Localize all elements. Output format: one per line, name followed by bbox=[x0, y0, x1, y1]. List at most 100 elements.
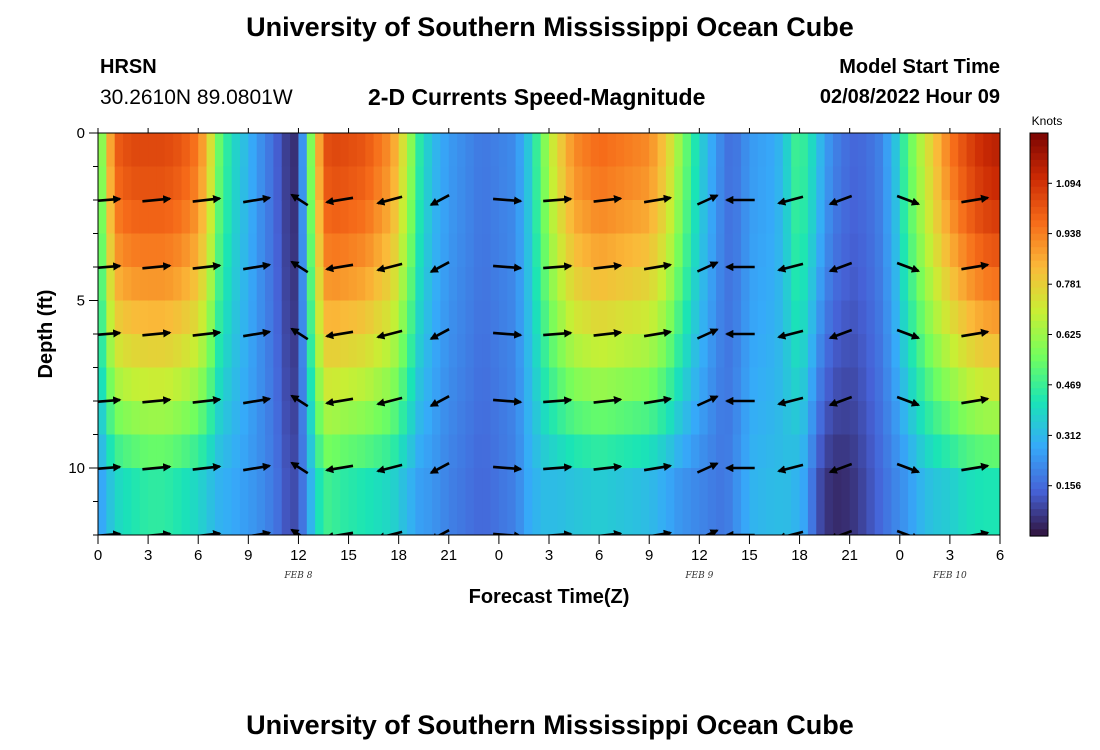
chart-title: 2-D Currents Speed-Magnitude bbox=[368, 84, 706, 110]
heatmap-cell bbox=[164, 334, 174, 369]
current-vector bbox=[493, 531, 523, 535]
heatmap-cell bbox=[106, 200, 116, 235]
heatmap-cell bbox=[356, 233, 366, 268]
heatmap-cell bbox=[273, 300, 283, 335]
heatmap-cell bbox=[958, 468, 968, 503]
heatmap-cell bbox=[908, 233, 918, 268]
colorbar-segment bbox=[1030, 441, 1048, 450]
heatmap-cell bbox=[448, 501, 458, 535]
heatmap-cell bbox=[198, 367, 208, 402]
heatmap-cell bbox=[799, 501, 809, 535]
current-vector bbox=[98, 195, 122, 204]
heatmap-cell bbox=[206, 133, 216, 168]
heatmap-cell bbox=[164, 434, 174, 469]
heatmap-cell bbox=[498, 401, 508, 436]
heatmap-cell bbox=[565, 166, 575, 201]
heatmap-cell bbox=[123, 434, 133, 469]
heatmap-cell bbox=[674, 401, 684, 436]
heatmap-cell bbox=[682, 200, 692, 235]
heatmap-cell bbox=[958, 334, 968, 369]
colorbar-segment bbox=[1030, 374, 1048, 383]
heatmap-cell bbox=[340, 166, 350, 201]
heatmap-cell bbox=[607, 367, 617, 402]
current-vector bbox=[543, 195, 573, 204]
heatmap-cell bbox=[106, 468, 116, 503]
heatmap-cell bbox=[440, 501, 450, 535]
heatmap-cell bbox=[933, 267, 943, 302]
heatmap-cell bbox=[724, 501, 734, 535]
heatmap-cell bbox=[348, 468, 358, 503]
heatmap-cell bbox=[256, 334, 266, 369]
heatmap-cell bbox=[148, 267, 158, 302]
current-vector bbox=[98, 530, 122, 535]
heatmap-cell bbox=[707, 133, 717, 168]
heatmap-cell bbox=[290, 267, 300, 302]
heatmap-cell bbox=[440, 166, 450, 201]
heatmap-cell bbox=[899, 233, 909, 268]
colorbar-segment bbox=[1030, 334, 1048, 342]
heatmap-cell bbox=[941, 233, 951, 268]
heatmap-cell bbox=[799, 166, 809, 201]
heatmap-cell bbox=[682, 300, 692, 335]
heatmap-cell bbox=[373, 468, 383, 503]
heatmap-cell bbox=[749, 200, 759, 235]
heatmap-cell bbox=[966, 334, 976, 369]
colorbar-tick-label: 0.625 bbox=[1056, 330, 1081, 341]
heatmap-cell bbox=[273, 501, 283, 535]
heatmap-cell bbox=[816, 468, 826, 503]
heatmap-cell bbox=[239, 267, 249, 302]
heatmap-cell bbox=[858, 200, 867, 235]
heatmap-cell bbox=[799, 267, 809, 302]
heatmap-cell bbox=[624, 233, 634, 268]
heatmap-cell bbox=[849, 401, 859, 436]
heatmap-cell bbox=[766, 367, 776, 402]
heatmap-cell bbox=[941, 468, 951, 503]
heatmap-cell bbox=[239, 468, 249, 503]
heatmap-cell bbox=[557, 434, 567, 469]
heatmap-cell bbox=[682, 468, 692, 503]
heatmap-cell bbox=[164, 501, 174, 535]
heatmap-cell bbox=[306, 401, 316, 436]
heatmap-cell bbox=[565, 367, 575, 402]
heatmap-cell bbox=[273, 401, 283, 436]
heatmap-cell bbox=[615, 501, 625, 535]
heatmap-cell bbox=[281, 468, 291, 503]
heatmap-cell bbox=[866, 367, 876, 402]
heatmap-cell bbox=[624, 401, 634, 436]
heatmap-cell bbox=[983, 468, 993, 503]
heatmap-cell bbox=[156, 300, 166, 335]
colorbar-segment bbox=[1030, 509, 1048, 517]
heatmap-cell bbox=[189, 434, 199, 469]
heatmap-cell bbox=[356, 334, 366, 369]
heatmap-cell bbox=[974, 267, 984, 302]
heatmap-cell bbox=[139, 300, 149, 335]
heatmap-cell bbox=[331, 267, 341, 302]
heatmap-cell bbox=[223, 300, 233, 335]
heatmap-cell bbox=[423, 401, 433, 436]
heatmap-cell bbox=[381, 200, 391, 235]
heatmap-cell bbox=[891, 334, 901, 369]
current-vector bbox=[596, 530, 623, 535]
heatmap-cell bbox=[173, 300, 183, 335]
heatmap-cell bbox=[858, 233, 867, 268]
heatmap-cell bbox=[807, 468, 817, 503]
colorbar-segment bbox=[1030, 193, 1048, 201]
heatmap-cell bbox=[123, 501, 133, 535]
heatmap-cell bbox=[866, 166, 876, 201]
heatmap-cell bbox=[123, 300, 133, 335]
heatmap-cell bbox=[515, 133, 525, 168]
current-vector bbox=[777, 396, 804, 407]
heatmap-cell bbox=[657, 200, 667, 235]
heatmap-cell bbox=[582, 334, 592, 369]
heatmap-cell bbox=[473, 434, 483, 469]
heatmap-cell bbox=[640, 434, 650, 469]
heatmap-cell bbox=[640, 200, 650, 235]
heatmap-cell bbox=[340, 434, 350, 469]
heatmap-cell bbox=[356, 401, 366, 436]
heatmap-cell bbox=[164, 367, 174, 402]
heatmap-cell bbox=[440, 200, 450, 235]
heatmap-cell bbox=[816, 200, 826, 235]
heatmap-cell bbox=[189, 133, 199, 168]
heatmap-cell bbox=[114, 200, 124, 235]
heatmap-cell bbox=[173, 434, 183, 469]
